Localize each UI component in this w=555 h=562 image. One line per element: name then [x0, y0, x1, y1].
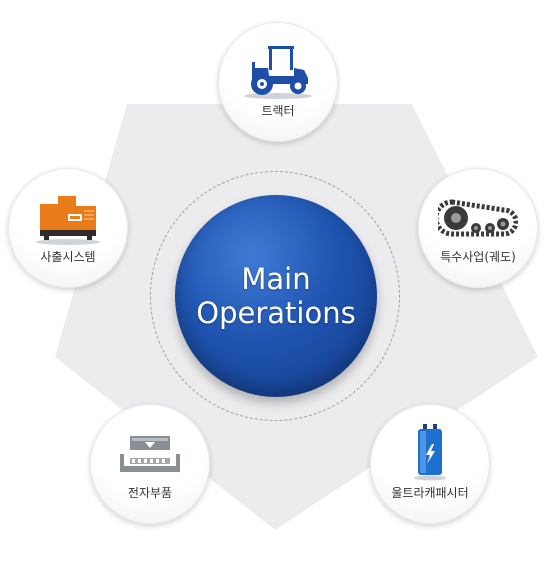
node-tractor[interactable]: 트랙터 [218, 22, 338, 142]
injection-system-icon [36, 196, 100, 245]
node-special-business-track[interactable]: 특수사업(궤도) [418, 168, 538, 288]
ultracapacitor-icon [414, 424, 446, 481]
node-ultracapacitor[interactable]: 울트라캐패시터 [370, 404, 490, 524]
injection-system-label: 사출시스템 [40, 250, 96, 264]
node-electronic-components[interactable]: 전자부품 [90, 404, 210, 524]
tractor-icon [244, 46, 312, 99]
center-title-line2: Operations [196, 296, 356, 330]
rubber-track-icon [438, 199, 518, 237]
center-dashed-ring [150, 171, 400, 421]
center-title-line1: Main [241, 262, 311, 296]
main-operations-circle: Main Operations [175, 195, 377, 397]
electronic-components-label: 전자부품 [127, 486, 173, 500]
special-business-label: 특수사업(궤도) [440, 250, 516, 264]
ultracapacitor-label: 울트라캐패시터 [391, 486, 469, 500]
tractor-label: 트랙터 [261, 104, 295, 118]
electronic-component-icon [120, 436, 180, 472]
node-injection-system[interactable]: 사출시스템 [8, 168, 128, 288]
